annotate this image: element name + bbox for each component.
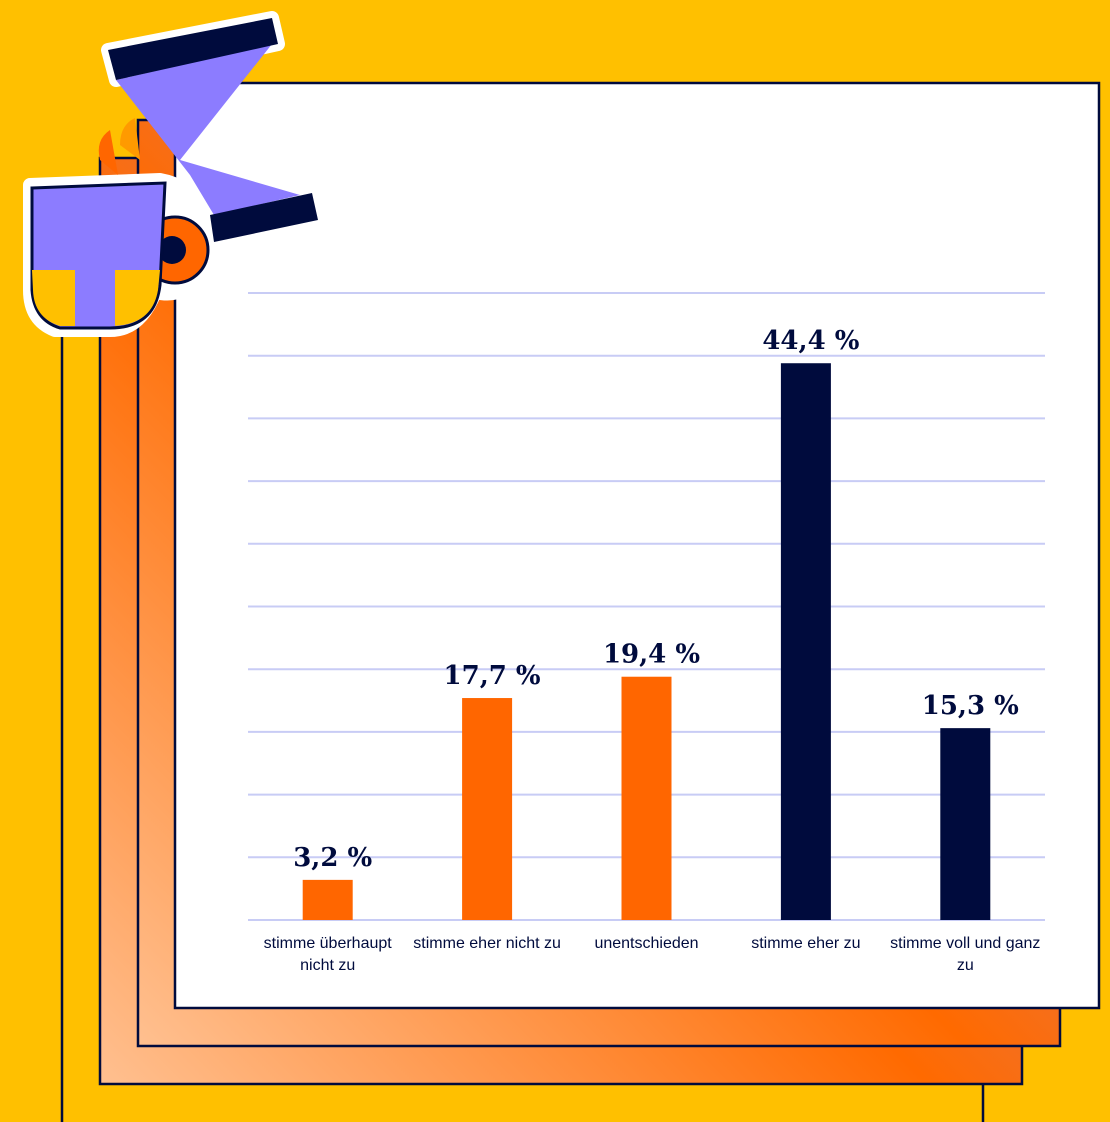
bar [462,698,513,920]
value-label: 17,7 % [444,661,541,691]
value-label: 19,4 % [603,640,700,670]
value-label: 3,2 % [293,843,372,873]
bar [621,676,672,920]
bar [780,363,831,920]
bar [302,879,353,920]
bar [940,728,991,920]
value-label: 15,3 % [922,691,1019,721]
x-tick-label: stimme voll und ganz zu [890,935,1041,974]
value-label: 44,4 % [762,326,859,356]
x-tick-label: stimme eher nicht zu [413,935,561,952]
x-tick-label: stimme eher zu [751,935,861,952]
x-tick-label: unentschieden [594,935,699,952]
x-tick-label: stimme überhaupt nicht zu [263,935,392,974]
